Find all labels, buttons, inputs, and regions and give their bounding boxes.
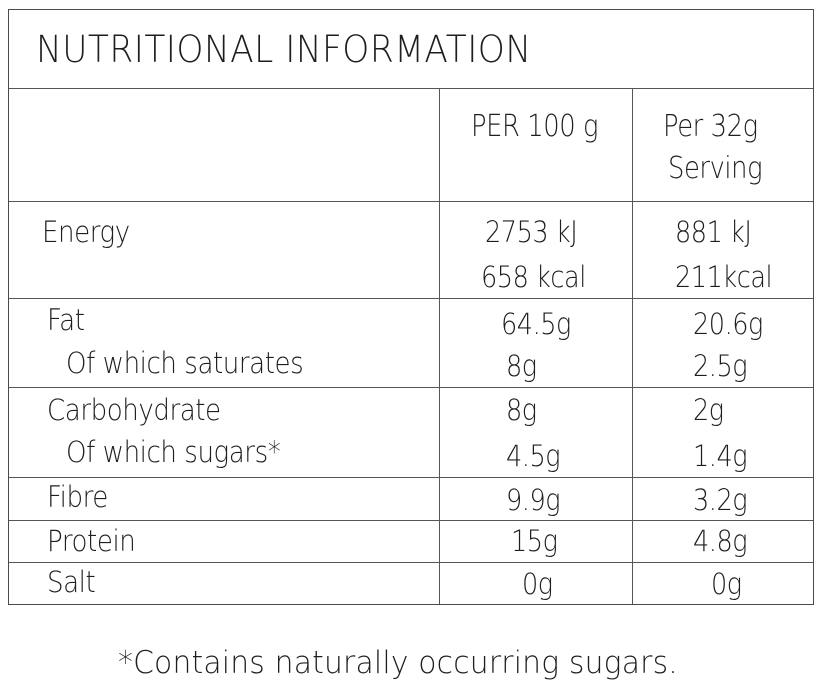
energy-kj-per-serving: 881 kJ [675, 215, 752, 249]
column-header-per-serving: Per 32g [663, 109, 758, 144]
row-label-protein: Protein [47, 524, 136, 558]
fat-divider [9, 387, 813, 388]
row-label-fat: Fat [47, 303, 85, 337]
row-label-fibre: Fibre [47, 480, 108, 514]
row-label-salt: Salt [47, 565, 96, 599]
column-divider-2 [632, 88, 633, 604]
row-label-carbohydrate: Carbohydrate [47, 393, 221, 427]
salt-per-100g: 0g [522, 567, 553, 601]
salt-per-serving: 0g [711, 567, 742, 601]
protein-per-serving: 4.8g [693, 524, 748, 558]
fat-per-serving: 20.6g [693, 307, 763, 341]
nutrition-table: NUTRITIONAL INFORMATION PER 100 g Per 32… [8, 9, 814, 605]
fibre-per-serving: 3.2g [693, 483, 748, 517]
column-divider-1 [439, 88, 440, 604]
energy-kcal-per-serving: 211kcal [675, 260, 773, 294]
protein-divider [9, 562, 813, 563]
row-label-sugars: Of which sugars* [66, 435, 281, 469]
carbohydrate-divider [9, 477, 813, 478]
protein-per-100g: 15g [511, 524, 558, 558]
energy-kcal-per-100g: 658 kcal [481, 260, 586, 294]
saturates-per-100g: 8g [506, 349, 537, 383]
sugars-per-serving: 1.4g [693, 439, 748, 473]
row-label-energy: Energy [42, 215, 130, 249]
column-header-serving: Serving [668, 151, 763, 186]
fibre-per-100g: 9.9g [506, 483, 561, 517]
row-label-saturates: Of which saturates [66, 346, 304, 380]
fibre-divider [9, 520, 813, 521]
sugars-per-100g: 4.5g [506, 439, 561, 473]
fat-per-100g: 64.5g [501, 307, 571, 341]
table-title: NUTRITIONAL INFORMATION [36, 28, 532, 71]
column-header-per-100g: PER 100 g [471, 109, 599, 144]
header-divider [9, 201, 813, 202]
energy-divider [9, 298, 813, 299]
energy-kj-per-100g: 2753 kJ [485, 215, 578, 249]
title-divider [9, 88, 813, 89]
carbohydrate-per-100g: 8g [506, 393, 537, 427]
carbohydrate-per-serving: 2g [693, 393, 724, 427]
saturates-per-serving: 2.5g [693, 349, 748, 383]
footnote: *Contains naturally occurring sugars. [118, 645, 678, 681]
